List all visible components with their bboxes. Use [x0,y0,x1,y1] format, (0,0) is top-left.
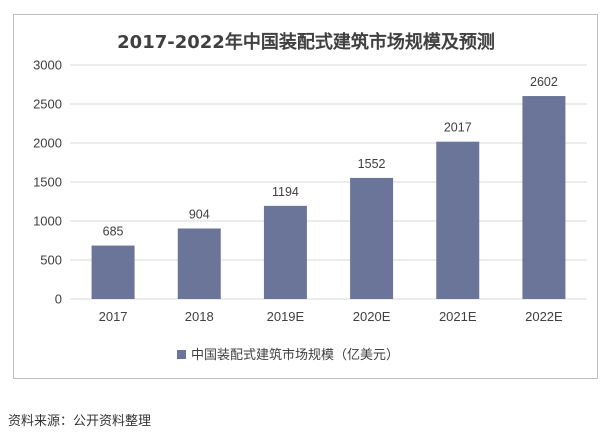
gridlines [70,64,587,300]
legend: 中国装配式建筑市场规模（亿美元） [177,347,399,363]
bar-2018 [177,228,221,299]
data-label-2022E: 2602 [530,75,558,89]
data-label-2020E: 1552 [358,157,386,171]
x-tick-label-2018: 2018 [185,309,214,324]
data-label-2017: 685 [103,225,124,239]
bar-2022E [522,96,566,299]
x-tick-label-2019E: 2019E [267,309,305,324]
bar-chart: 2017-2022年中国装配式建筑市场规模及预测 0 500 1000 1500 200… [33,31,587,363]
x-tick-label-2021E: 2021E [439,309,477,324]
data-labels: 685 904 1194 1552 2017 2602 [103,75,558,239]
bar-2020E [350,177,394,299]
source-note: 资料来源：公开资料整理 [8,414,152,429]
y-axis-ticks: 0 500 1000 1500 2000 2500 3000 [33,58,62,307]
bars [91,96,566,299]
legend-swatch [177,350,186,359]
chart-title: 2017-2022年中国装配式建筑市场规模及预测 [117,31,495,53]
data-label-2021E: 2017 [444,121,472,135]
y-tick-label: 0 [55,292,62,307]
y-tick-label: 500 [40,253,62,268]
y-tick-label: 2000 [33,136,62,151]
bar-2019E [263,205,307,299]
y-tick-label: 1000 [33,214,62,229]
bar-2017 [91,245,135,299]
x-tick-label-2020E: 2020E [353,309,391,324]
x-axis-ticks: 2017 2018 2019E 2020E 2021E 2022E [99,309,563,324]
x-tick-label-2017: 2017 [99,309,128,324]
x-tick-label-2022E: 2022E [525,309,563,324]
data-label-2018: 904 [189,207,210,221]
y-tick-label: 1500 [33,175,62,190]
chart-frame: 2017-2022年中国装配式建筑市场规模及预测 0 500 1000 1500 200… [13,14,598,379]
bar-2021E [436,141,480,299]
y-tick-label: 3000 [33,58,62,73]
y-tick-label: 2500 [33,97,62,112]
data-label-2019E: 1194 [272,185,299,199]
legend-label: 中国装配式建筑市场规模（亿美元） [191,347,399,363]
